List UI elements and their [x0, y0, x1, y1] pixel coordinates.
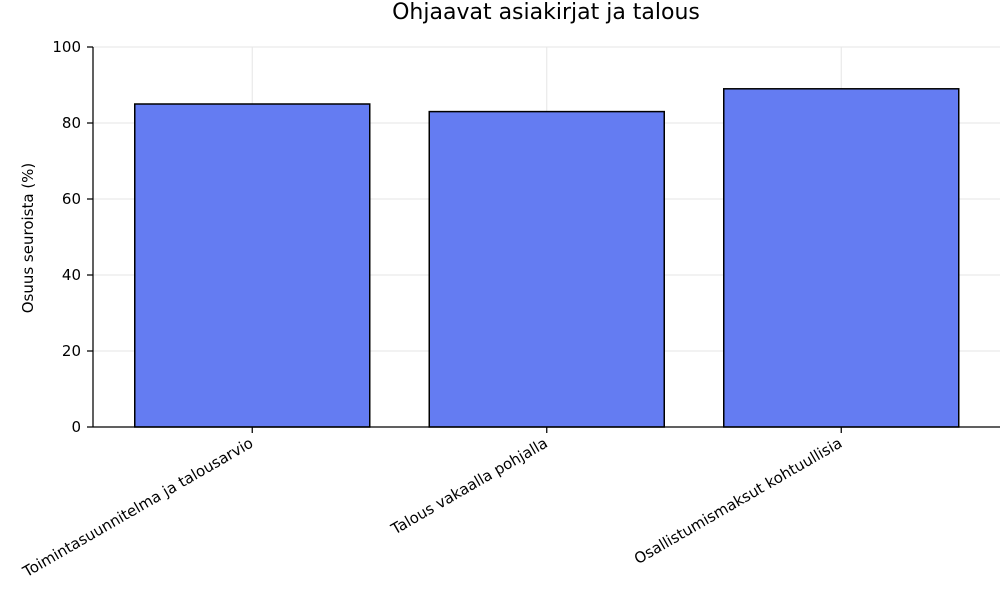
y-tick-label: 40	[62, 266, 81, 284]
y-tick-label: 80	[62, 114, 81, 132]
y-tick-label: 20	[62, 342, 81, 360]
x-tick-label: Talous vakaalla pohjalla	[387, 434, 551, 539]
x-ticks: Toimintasuunnitelma ja talousarvio Talous…	[19, 427, 845, 581]
y-tick-label: 0	[71, 418, 81, 436]
y-axis-label: Osuus seuroista (%)	[19, 163, 37, 314]
y-tick-label: 60	[62, 190, 81, 208]
bars	[134, 88, 960, 428]
bar	[723, 88, 960, 428]
x-tick-label: Toimintasuunnitelma ja talousarvio	[19, 434, 256, 581]
bar	[134, 103, 371, 428]
chart-title: Ohjaavat asiakirjat ja talous	[392, 0, 700, 25]
bar	[428, 110, 665, 428]
x-tick-label: Osallistumismaksut kohtuullisia	[631, 434, 845, 568]
y-ticks: 0 20 40 60 80 100	[52, 38, 93, 436]
y-tick-label: 100	[52, 38, 81, 56]
